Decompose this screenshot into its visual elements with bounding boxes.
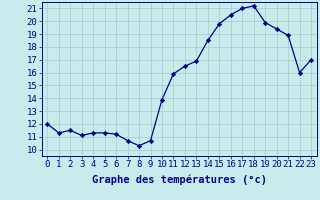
X-axis label: Graphe des températures (°c): Graphe des températures (°c)	[92, 175, 267, 185]
